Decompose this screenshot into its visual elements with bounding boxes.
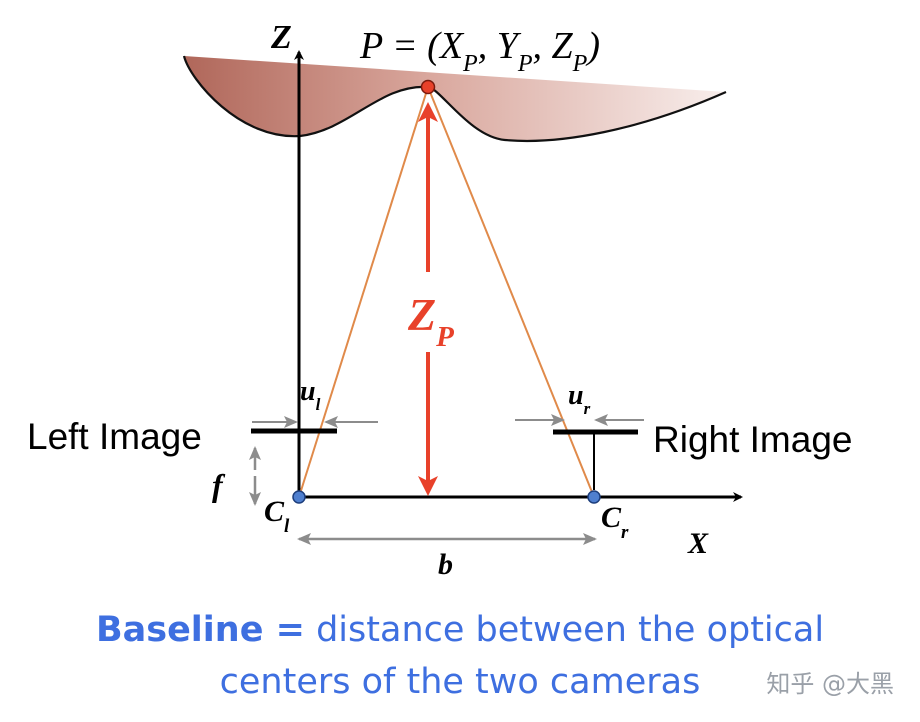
left-image-label: Left Image xyxy=(27,416,202,457)
depth-label: ZP xyxy=(407,289,454,353)
right-offset-label: ur xyxy=(568,380,591,418)
right-camera-label: Cr xyxy=(601,501,629,543)
left-camera-label: Cl xyxy=(264,495,290,537)
caption-line-2: centers of the two cameras xyxy=(219,662,701,702)
left-offset-label: ul xyxy=(300,376,321,414)
right-image-label: Right Image xyxy=(653,419,853,460)
caption-line-1-text: distance between the optical xyxy=(304,610,825,650)
point-p-label: P = (XP, YP, ZP) xyxy=(359,25,600,77)
object-surface xyxy=(184,56,726,141)
z-axis-label: Z xyxy=(270,19,292,56)
point-p xyxy=(420,79,436,95)
caption-line-1: Baseline = distance between the optical xyxy=(0,604,920,656)
left-camera-center xyxy=(292,490,306,504)
caption: Baseline = distance between the optical … xyxy=(0,604,920,708)
watermark: 知乎 @大黑 xyxy=(766,670,894,698)
right-ray xyxy=(427,86,595,498)
x-axis-label: X xyxy=(687,527,709,560)
right-camera-center xyxy=(587,490,601,504)
focal-label: f xyxy=(212,467,226,503)
caption-bold: Baseline = xyxy=(95,610,305,650)
baseline-label: b xyxy=(438,548,453,581)
